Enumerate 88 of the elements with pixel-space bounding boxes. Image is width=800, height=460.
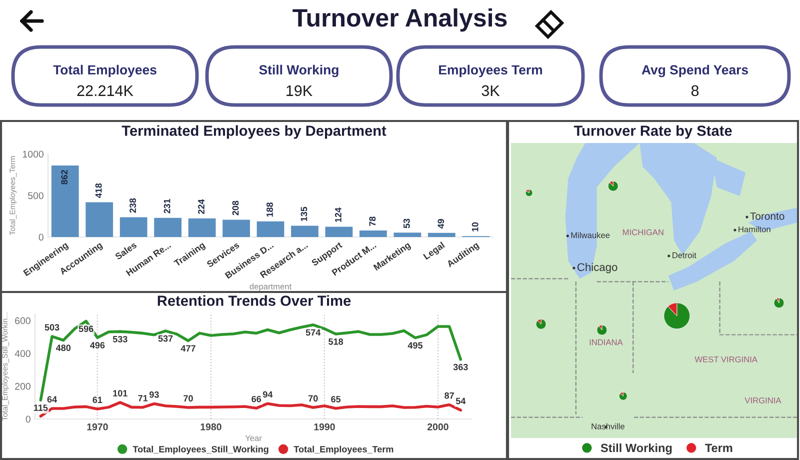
data-label: 480 — [56, 344, 71, 352]
data-label: 93 — [149, 391, 159, 398]
text: 19K — [286, 85, 312, 96]
data-label: 596 — [78, 326, 94, 332]
text: WEST VIRGINIA — [694, 356, 758, 362]
data-label: 188 — [266, 202, 273, 217]
data-label: 208 — [232, 200, 239, 216]
data-label: 78 — [369, 216, 376, 226]
legend-label: Still Working — [600, 443, 672, 455]
data-label: 238 — [130, 198, 136, 213]
legend-label: Term — [705, 444, 732, 452]
data-label: 495 — [408, 342, 423, 349]
text: 8 — [691, 85, 699, 96]
bar — [428, 232, 456, 237]
y-tick-label: 400 — [14, 350, 30, 357]
x-axis-title: department — [250, 283, 292, 292]
text: Chicago — [577, 262, 618, 274]
data-label: 70 — [184, 395, 193, 402]
text: Nashville — [592, 423, 624, 430]
data-label: 101 — [113, 390, 128, 396]
data-label: 115 — [34, 404, 48, 411]
data-label: 66 — [252, 396, 262, 402]
chart-title: Terminated Employees by Department — [122, 125, 386, 139]
y-tick-label: 500 — [28, 192, 44, 200]
text: Hamilton — [738, 226, 770, 232]
bar — [222, 220, 250, 237]
x-tick-label: 1970 — [87, 423, 108, 430]
y-tick-label: 0 — [38, 234, 44, 241]
data-label: 61 — [92, 396, 102, 404]
text: 22.214K — [77, 85, 134, 96]
data-label: 10 — [472, 222, 478, 232]
data-label: 518 — [328, 338, 344, 345]
bar — [325, 226, 353, 237]
x-tick-label: 1980 — [200, 423, 222, 430]
legend-label: Total_Employees_Still_Working — [132, 446, 268, 454]
data-label: 65 — [331, 396, 341, 402]
bar — [394, 232, 422, 237]
y-tick-label: 200 — [15, 382, 30, 390]
legend-label: Total_Employees_Term — [294, 446, 394, 454]
text: VIRGINIA — [744, 397, 782, 404]
y-tick-label: 600 — [15, 317, 30, 324]
text: Total Employees — [53, 64, 156, 78]
data-label: 862 — [61, 170, 68, 184]
text: Still Working — [259, 64, 338, 78]
data-label: 574 — [306, 329, 321, 336]
data-label: 231 — [164, 198, 170, 214]
bar — [360, 230, 387, 237]
bar — [86, 202, 114, 237]
text: Toronto — [750, 212, 784, 220]
data-label: 496 — [90, 342, 105, 348]
data-label: 124 — [334, 208, 342, 222]
text: Turnover Analysis — [292, 8, 507, 32]
data-label: 503 — [44, 324, 60, 331]
x-tick-label: 1990 — [314, 423, 335, 430]
data-label: 49 — [438, 219, 444, 229]
data-label: 64 — [47, 396, 57, 403]
chart-title: Retention Trends Over Time — [158, 295, 351, 306]
data-label: 224 — [198, 199, 204, 214]
text: INDIANA — [590, 339, 623, 346]
data-label: 71 — [138, 395, 148, 402]
y-tick-label: 1000 — [22, 150, 44, 158]
data-label: 477 — [180, 345, 196, 352]
data-label: 135 — [300, 206, 308, 222]
x-axis-title: Year — [245, 435, 262, 442]
data-label: 94 — [262, 391, 273, 398]
text: MICHIGAN — [622, 229, 664, 236]
bar — [120, 217, 148, 237]
text: Avg Spend Years — [642, 64, 748, 78]
bar — [188, 218, 216, 237]
data-label: 537 — [158, 335, 173, 342]
text: Milwaukee — [571, 232, 610, 238]
bar — [154, 218, 182, 237]
x-tick-label: 2000 — [427, 423, 448, 430]
data-label: 418 — [95, 183, 102, 198]
y-tick-label: 0 — [26, 416, 30, 423]
data-label: 54 — [456, 398, 466, 404]
bar — [291, 226, 318, 237]
text: 3K — [482, 85, 500, 96]
data-label: 70 — [308, 395, 318, 402]
data-label: 363 — [453, 364, 468, 370]
bar — [51, 165, 79, 237]
text: Detroit — [672, 252, 696, 258]
data-label: 533 — [112, 336, 128, 342]
data-label: 87 — [444, 392, 454, 399]
text: Employees Term — [439, 64, 542, 78]
text: Turnover Rate by State — [574, 125, 732, 139]
data-label: 53 — [403, 218, 410, 228]
bar — [256, 221, 284, 237]
